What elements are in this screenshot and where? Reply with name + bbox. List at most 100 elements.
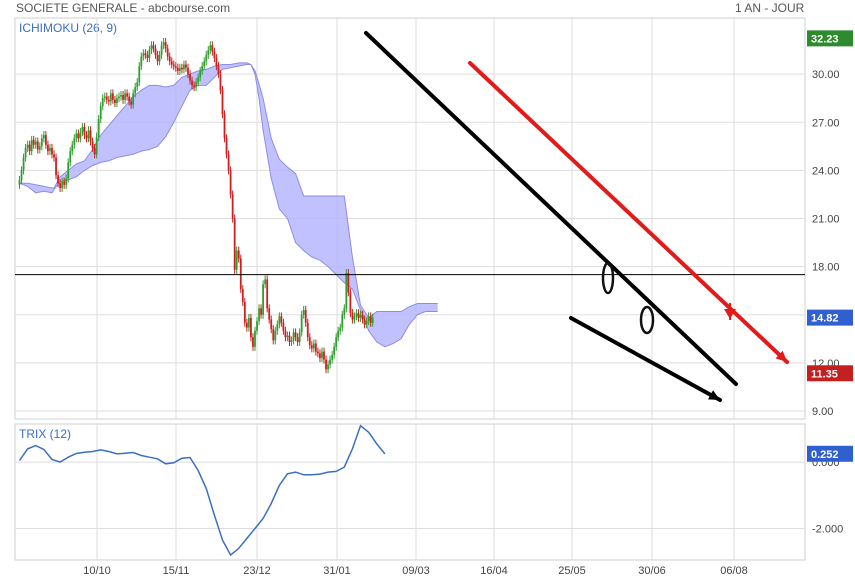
candle xyxy=(357,313,360,318)
candle xyxy=(243,301,246,323)
candle xyxy=(178,67,181,71)
candle xyxy=(193,85,195,87)
candle xyxy=(363,319,366,325)
candle xyxy=(103,96,106,99)
candle xyxy=(69,151,72,163)
candle xyxy=(343,308,346,315)
black-trend-arrow-head xyxy=(708,390,720,400)
candle xyxy=(142,53,145,57)
candle xyxy=(319,353,321,359)
candle xyxy=(107,99,110,102)
candle xyxy=(55,157,57,176)
candle xyxy=(262,284,264,315)
candle xyxy=(296,337,299,343)
candle xyxy=(252,337,254,347)
candle xyxy=(53,154,55,158)
candle xyxy=(308,337,311,346)
candle xyxy=(337,330,340,338)
y-tick-label: 24.00 xyxy=(812,165,840,177)
candle xyxy=(95,136,98,155)
candle xyxy=(34,141,37,145)
candle xyxy=(221,90,224,115)
candle xyxy=(245,322,248,328)
candle xyxy=(355,313,358,317)
candle xyxy=(298,332,301,343)
candle xyxy=(47,144,49,152)
price-badge-label: 32.23 xyxy=(811,33,839,45)
candle xyxy=(282,322,285,331)
trix-line xyxy=(18,424,386,557)
candle xyxy=(347,273,350,293)
candle xyxy=(258,308,260,322)
candle xyxy=(353,316,356,320)
candle xyxy=(274,330,277,341)
candle xyxy=(18,180,21,185)
x-tick-label: 31/01 xyxy=(323,565,351,577)
candle xyxy=(144,53,147,55)
candle xyxy=(250,317,252,338)
candle xyxy=(174,66,177,68)
candle xyxy=(75,133,78,139)
candle xyxy=(26,144,29,148)
cloud-span-b-line xyxy=(19,64,438,348)
candle xyxy=(164,42,167,49)
candle xyxy=(189,74,191,81)
candle xyxy=(329,359,331,365)
candle xyxy=(367,316,370,322)
candle xyxy=(333,346,336,355)
candle xyxy=(105,96,108,100)
candle xyxy=(306,322,309,338)
candle xyxy=(97,119,100,137)
y-tick-label: 9.00 xyxy=(812,406,833,418)
x-tick-label: 25/05 xyxy=(558,565,586,577)
candle xyxy=(205,54,208,62)
candle xyxy=(61,181,64,189)
candle xyxy=(284,330,287,338)
candle xyxy=(211,45,214,52)
trix-badge-label: 0.252 xyxy=(811,449,839,461)
candle xyxy=(254,330,256,347)
candle xyxy=(111,93,114,100)
candle xyxy=(99,106,102,120)
candle xyxy=(51,147,53,155)
candle xyxy=(91,141,94,148)
y-tick-label: 27.00 xyxy=(812,117,840,129)
candle xyxy=(290,340,293,343)
candle xyxy=(235,250,238,270)
candle xyxy=(270,319,273,330)
candle xyxy=(118,96,120,99)
candle xyxy=(219,74,222,91)
candle xyxy=(229,170,232,195)
candle xyxy=(331,354,334,360)
x-tick-label: 10/10 xyxy=(83,565,111,577)
y-tick-label: 18.00 xyxy=(812,262,840,274)
candle xyxy=(276,324,279,331)
trix-badge xyxy=(807,445,853,462)
ichimoku-cloud xyxy=(19,62,438,347)
candle xyxy=(93,147,96,155)
candle xyxy=(166,48,169,57)
candle xyxy=(203,61,206,67)
candle xyxy=(225,138,228,155)
candle xyxy=(302,309,305,315)
y-tick-label: 30.00 xyxy=(812,69,840,81)
candle xyxy=(349,292,352,314)
y-tick-label: 21.00 xyxy=(812,214,840,226)
candle xyxy=(67,162,70,179)
black-trend-arrow xyxy=(569,316,722,402)
candle xyxy=(122,94,124,100)
candle xyxy=(65,178,68,185)
candle xyxy=(335,337,338,347)
candle xyxy=(146,54,149,59)
candle xyxy=(134,86,137,94)
candle xyxy=(181,67,183,70)
red-trend-arrow-head xyxy=(775,350,787,362)
price-panel-subtitle: ICHIMOKU (26, 9) xyxy=(19,21,118,35)
candle xyxy=(158,54,161,62)
candle xyxy=(136,82,139,87)
candle xyxy=(217,66,220,75)
candle xyxy=(59,183,61,189)
candle xyxy=(154,48,157,55)
candle xyxy=(73,138,76,145)
